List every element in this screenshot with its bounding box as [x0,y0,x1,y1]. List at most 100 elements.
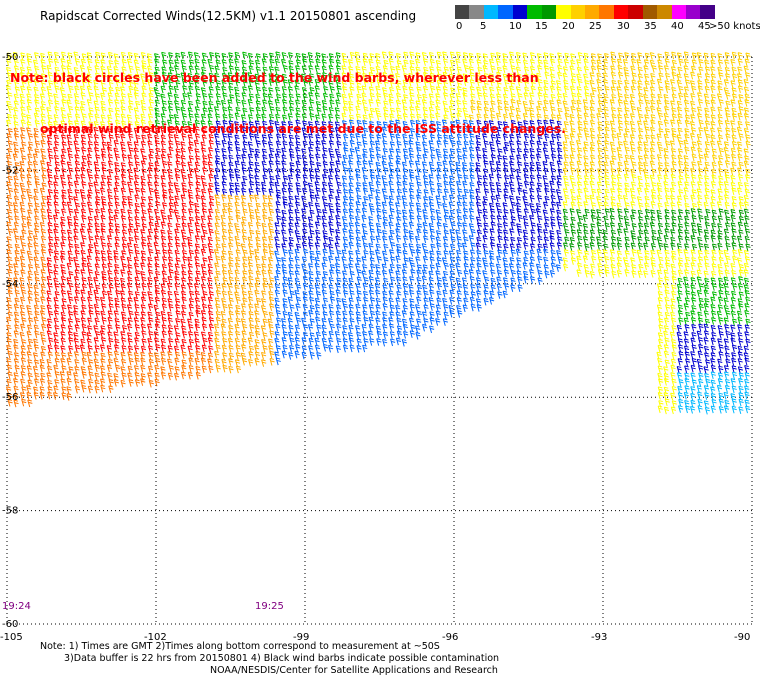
wind-barb [301,242,308,250]
wind-barb [718,99,724,107]
footer-notes: Note: 1) Times are GMT 2)Times along bot… [0,641,760,677]
wind-barb [544,270,550,279]
wind-barb [457,188,463,196]
wind-barb [32,153,39,162]
wind-barb [409,51,415,60]
wind-barb [703,400,710,408]
wind-barb [482,86,488,94]
wind-barb [147,283,153,291]
wind-barb [603,146,609,155]
wind-barb [569,243,575,251]
wind-barb [73,93,80,101]
wind-barb [496,215,502,223]
wind-barb [697,398,703,407]
wind-barb [691,228,697,237]
wind-barb [690,146,696,155]
wind-barb [175,257,181,265]
wind-barb [509,228,515,236]
wind-barb [329,93,335,102]
wind-barb [463,174,469,183]
wind-barb [676,331,682,340]
wind-barb [684,229,690,238]
wind-barb [275,243,281,251]
wind-barb [175,187,181,196]
wind-barb [120,162,126,170]
wind-barb [436,79,442,88]
wind-barb [515,66,522,75]
wind-barb [74,359,80,367]
wind-barb [228,242,234,251]
wind-barb [133,297,139,305]
wind-barb [121,180,127,189]
wind-barb [34,180,40,189]
wind-barb [79,344,86,353]
wind-barb [618,52,624,61]
wind-barb [416,194,422,203]
wind-barb [678,379,684,387]
wind-barb [87,174,94,182]
wind-barb [195,371,201,380]
wind-barb [376,92,382,101]
wind-barb [41,195,47,204]
wind-barb [328,58,335,67]
wind-barb [316,215,322,224]
wind-barb [262,202,268,211]
wind-barb [268,78,274,87]
wind-barb [408,78,414,87]
wind-barb [20,249,26,257]
wind-barb [383,79,389,87]
wind-barb [281,209,287,218]
wind-barb [383,167,389,175]
wind-barb [222,92,228,101]
wind-barb [336,181,342,190]
wind-barb [644,255,650,264]
wind-barb [309,209,315,218]
wind-barb [288,249,294,258]
wind-barb [133,52,139,61]
wind-barb [456,290,462,299]
wind-barb [27,209,33,218]
wind-barb [19,392,26,400]
wind-barb [542,175,548,183]
wind-barb [174,195,180,204]
wind-barb [294,248,300,257]
wind-barb [663,350,670,359]
wind-barb [173,325,180,333]
wind-barb [148,331,154,339]
wind-barb [665,262,671,270]
wind-barb [220,255,226,264]
wind-barb [462,284,469,293]
wind-barb [696,330,702,339]
wind-barb [193,283,200,291]
wind-barb [33,188,39,197]
wind-barb [638,134,644,143]
wind-barb [543,79,549,88]
wind-barb [348,175,354,184]
wind-barb [234,201,240,210]
wind-barb [140,160,147,168]
wind-barb [14,256,20,265]
wind-barb [670,298,676,306]
wind-barb [704,194,710,203]
wind-barb [617,64,623,73]
wind-barb [657,222,664,231]
wind-barb [307,324,314,332]
wind-barb [390,66,396,74]
wind-barb [328,284,334,293]
wind-barb [6,316,12,325]
wind-barb [423,297,429,306]
wind-barb [254,80,260,88]
wind-barb [147,372,153,381]
wind-barb [429,235,436,243]
wind-barb [710,121,716,129]
wind-barb [691,59,697,68]
wind-barb [180,194,186,203]
wind-barb [195,228,201,237]
wind-barb [234,78,241,87]
wind-barb [577,133,583,141]
wind-barb [108,296,114,305]
wind-barb [683,249,689,257]
wind-barb [583,73,589,82]
wind-barb [342,58,348,66]
wind-barb [483,249,489,258]
